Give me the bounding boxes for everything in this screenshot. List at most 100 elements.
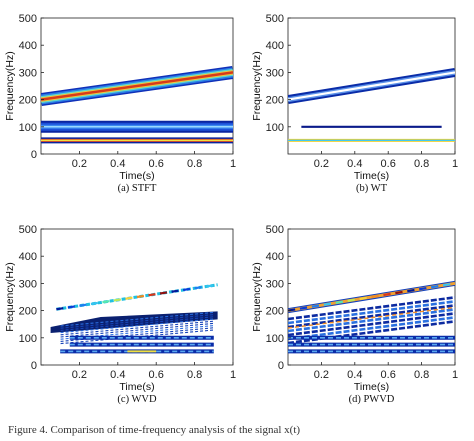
x-tick-label: 0.6	[381, 158, 396, 170]
chirp-segment	[347, 298, 355, 302]
cross-term-stripe	[288, 308, 455, 333]
chirp-segment	[430, 285, 439, 289]
chirp-segment	[359, 296, 367, 301]
x-tick-label: 0.6	[381, 369, 396, 381]
cross-term-stripe	[288, 306, 455, 329]
y-tick-label: 0	[31, 149, 37, 161]
y-tick-label: 100	[19, 333, 37, 345]
chirp-segment	[194, 286, 202, 290]
cross-term-stripe	[60, 322, 214, 338]
chirp-segment	[182, 287, 191, 292]
x-tick-label: 0.8	[414, 158, 429, 170]
cross-term-stripe	[60, 316, 214, 331]
chirp-segment	[79, 303, 87, 307]
chirp-segment	[311, 304, 320, 308]
chirp-segment	[113, 298, 122, 302]
x-tick-label: 0.4	[110, 369, 125, 381]
cross-term-stripe	[288, 312, 455, 337]
chirp-segment	[136, 294, 145, 299]
y-tick-label: 200	[19, 306, 37, 318]
chirp-segment	[125, 296, 133, 300]
x-tick-label: 0.8	[187, 158, 202, 170]
y-tick-label: 500	[19, 13, 37, 25]
x-tick-label: 1	[230, 369, 236, 381]
spectrum-content	[50, 283, 218, 354]
x-tick-label: 1	[452, 158, 458, 170]
chirp-band	[288, 71, 455, 101]
chirp-segment	[442, 283, 451, 287]
cross-term-stripe	[288, 304, 455, 329]
y-tick-label: 400	[266, 251, 284, 263]
y-tick-label: 400	[19, 40, 37, 52]
y-axis-label: Frequency(Hz)	[4, 262, 16, 331]
chirp-segment	[299, 306, 308, 310]
y-tick-label: 200	[266, 306, 284, 318]
y-tick-label: 200	[266, 95, 284, 107]
chirp-segment	[419, 286, 427, 291]
y-tick-label: 300	[266, 67, 284, 79]
y-tick-label: 100	[19, 122, 37, 134]
cross-term-stripe	[288, 296, 455, 321]
x-tick-label: 0.2	[314, 369, 329, 381]
cross-term-stripe	[288, 316, 455, 341]
cross-term-stripe	[60, 320, 214, 336]
chirp-segment	[171, 289, 179, 293]
chirp-segment	[56, 307, 64, 311]
x-axis-label: Time(s)	[119, 170, 154, 182]
y-tick-label: 100	[266, 122, 284, 134]
panel-a: 0 100 200 300 400 500 0.2 0.4 0.6 0.8 1 Time(s) Freq…	[4, 13, 236, 194]
y-tick-label: 0	[278, 360, 284, 372]
chirp-segment	[395, 290, 403, 295]
y-tick-label: 400	[266, 40, 284, 52]
spectrum-content	[41, 65, 233, 144]
x-tick-label: 1	[452, 369, 458, 381]
y-tick-label: 300	[19, 278, 37, 290]
y-tick-label: 400	[19, 251, 37, 263]
panel-b: 100 200 300 400 500 0.2 0.4 0.6 0.8 1 Time(s) Frequ…	[251, 13, 458, 194]
x-tick-label: 0.6	[149, 158, 164, 170]
x-tick-label: 0.2	[72, 369, 87, 381]
y-tick-label: 200	[19, 95, 37, 107]
figure-caption: Figure 4. Comparison of time-frequency a…	[8, 424, 301, 436]
chirp-segment	[90, 301, 98, 306]
panel-caption: (b) WT	[356, 183, 388, 194]
chirp-segment	[102, 300, 110, 304]
x-tick-label: 0.2	[314, 158, 329, 170]
panel-caption: (a) STFT	[118, 183, 157, 194]
y-tick-label: 500	[266, 224, 284, 236]
panel-d: 0 100 200 300 400 500 0.2 0.4 0.6 0.8 1 Time(s) Freq…	[251, 224, 458, 405]
chirp-segment	[67, 305, 75, 309]
chirp-segment	[383, 292, 391, 297]
x-tick-label: 1	[230, 158, 236, 170]
panel-caption: (d) PWVD	[349, 394, 395, 405]
x-axis-label: Time(s)	[119, 381, 154, 393]
x-tick-label: 0.8	[187, 369, 202, 381]
spectrum-content	[288, 280, 455, 354]
panel-caption: (c) WVD	[117, 394, 157, 405]
cross-term-stripe	[60, 311, 214, 327]
spectrum-content	[288, 67, 455, 142]
cross-term-stripe	[60, 314, 214, 329]
chirp-segment	[335, 300, 344, 304]
y-tick-label: 300	[19, 67, 37, 79]
x-axis-label: Time(s)	[354, 381, 389, 393]
panel-c: 0 100 200 300 400 500 0.2 0.4 0.6 0.8 1 Time(s) Freq…	[4, 224, 236, 405]
y-axis-label: Frequency(Hz)	[4, 51, 16, 120]
y-tick-label: 500	[19, 224, 37, 236]
chirp-segment	[205, 284, 214, 288]
y-axis-label: Frequency(Hz)	[251, 51, 263, 120]
chirp-segment	[371, 294, 379, 299]
chirp-band	[41, 71, 233, 101]
chirp-segment	[407, 288, 415, 293]
chirp-segment	[159, 291, 168, 295]
y-tick-label: 500	[266, 13, 284, 25]
chirp-segment	[323, 302, 332, 306]
x-tick-label: 0.6	[149, 369, 164, 381]
x-tick-label: 0.4	[110, 158, 125, 170]
y-axis-label: Frequency(Hz)	[251, 262, 263, 331]
y-tick-label: 0	[31, 360, 37, 372]
y-tick-label: 300	[266, 278, 284, 290]
x-tick-label: 0.4	[347, 369, 362, 381]
cross-term-stripe	[288, 300, 455, 325]
